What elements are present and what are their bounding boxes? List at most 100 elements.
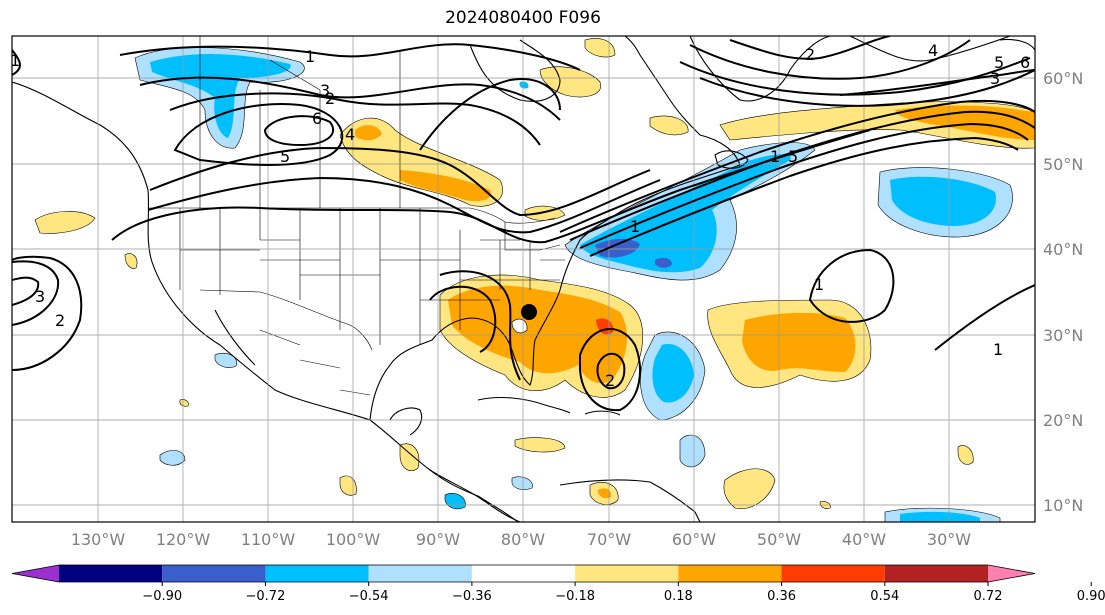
colorbar-tick-label: 0.36 (767, 589, 796, 604)
colorbar-segment (884, 565, 988, 582)
state-lines-east (480, 222, 565, 261)
contour-greenland-5 (679, 57, 1031, 96)
lat-label: 30°N (1043, 326, 1083, 345)
pos-area-azores-small (957, 445, 974, 465)
lat-label: 60°N (1043, 69, 1083, 88)
contour-2-north (139, 76, 561, 121)
contour-atlantic-east-1 (934, 284, 1035, 351)
lon-label: 70°W (587, 530, 631, 549)
contour-southeast-ridge-2 (429, 285, 497, 353)
contour-southeast-ridge (439, 270, 521, 381)
pos-area-south-caribbean-core (598, 488, 612, 499)
contour-label: 2 (325, 89, 335, 108)
contour-label: 2 (605, 371, 615, 390)
contour-label: 4 (345, 125, 355, 144)
neg-area-caribbean (679, 434, 706, 468)
neg-area-venezuela (511, 476, 533, 490)
pos-area-gulf-small (179, 399, 189, 407)
neg-area-pacific-small (159, 450, 186, 466)
neg-area-mexico (214, 352, 237, 368)
latitude-labels: 60°N 50°N 40°N 30°N 20°N 10°N (1043, 69, 1083, 515)
colorbar-tick-label: 0.72 (974, 589, 1003, 604)
pos-area-northeast-canada (584, 38, 616, 58)
neg-area-greenland (519, 81, 529, 89)
contour-label: 3 (990, 69, 1000, 88)
contour-label: 6 (312, 109, 322, 128)
pos-area-hudson-bay (539, 66, 602, 98)
coastline-canada-east (624, 36, 741, 166)
contour-3-north (169, 92, 541, 146)
pos-area-caribbean-2 (399, 443, 420, 472)
contour-pacific-2 (12, 260, 60, 326)
lat-label: 40°N (1043, 240, 1083, 259)
contour-wave-1 (149, 146, 651, 217)
contour-label: 1 (630, 217, 640, 236)
pos-area-east-atlantic-core (742, 312, 856, 372)
colorbar-segment (368, 565, 472, 582)
lat-label: 10°N (1043, 496, 1083, 515)
contour-jet-4 (589, 136, 1019, 257)
contour-jet-3 (579, 122, 1029, 249)
border-us-mexico (199, 289, 373, 351)
border-us-canada (148, 207, 556, 224)
colorbar-segment (678, 565, 782, 582)
coastline-cuba (477, 396, 571, 414)
lon-label: 40°W (842, 530, 886, 549)
pos-area-caribbean-1 (514, 437, 566, 453)
colorbar-segment (471, 565, 576, 582)
contour-northwest-1 (12, 49, 21, 76)
lon-label: 60°W (672, 530, 716, 549)
colorbar-tick-label: 0.54 (870, 589, 899, 604)
contour-northeast-3 (839, 69, 1035, 96)
lat-label: 20°N (1043, 411, 1083, 430)
coastline-hispaniola (584, 410, 621, 416)
neg-area-atlantic-jet-deep (595, 238, 640, 258)
neg-area-south-edge-core (900, 511, 980, 522)
contour-label: 1 (305, 47, 315, 66)
height-contours (12, 36, 1035, 412)
contour-label: 1 (814, 275, 824, 294)
pos-area-labrador (649, 115, 689, 136)
coastline-baja (214, 309, 256, 366)
contour-greenland-2 (729, 36, 891, 60)
coastline-central-america (429, 469, 519, 522)
contour-1-north (119, 43, 581, 71)
lat-label: 50°N (1043, 155, 1083, 174)
lon-label: 90°W (416, 530, 460, 549)
lon-label: 50°W (757, 530, 801, 549)
contour-hudson (419, 78, 561, 151)
coastline-greenland-east (849, 36, 1011, 62)
colorbar-extend-low (12, 565, 59, 582)
colorbar-tick-label: −0.90 (142, 589, 182, 604)
colorbar-outline (11, 564, 1036, 583)
colorbar-tick-label: −0.18 (555, 589, 595, 604)
colorbar-segment (575, 565, 679, 582)
contour-label: 1 (10, 51, 20, 70)
storm-position-marker (521, 304, 537, 320)
contour-low-5 (173, 103, 344, 166)
lon-label: 100°W (326, 530, 381, 549)
contour-pacific-3 (12, 276, 40, 306)
colorbar-segment (162, 565, 266, 582)
contour-jet-1 (559, 99, 1035, 233)
lon-label: 30°W (927, 530, 971, 549)
contour-jet-2 (569, 110, 1035, 241)
contour-label: 2 (805, 45, 815, 64)
contour-wave-2 (147, 176, 661, 234)
contour-label: 5 (280, 147, 290, 166)
lon-label: 120°W (156, 530, 211, 549)
colorbar-tick-label: −0.36 (452, 589, 492, 604)
colorbar-segment (781, 565, 885, 582)
neg-area-central-america (444, 493, 466, 510)
contour-label: 5 (994, 53, 1004, 72)
colorbar-extend-high (988, 565, 1035, 582)
contour-greenland-6 (699, 69, 1035, 107)
coastline-newfoundland (714, 150, 749, 169)
lon-label: 80°W (501, 530, 545, 549)
contour-label: 1 (770, 147, 780, 166)
contour-pacific-1 (12, 255, 83, 371)
pos-area-caribbean-3 (339, 475, 357, 496)
contour-label: 3 (320, 81, 330, 100)
contour-label: 3 (35, 287, 45, 306)
